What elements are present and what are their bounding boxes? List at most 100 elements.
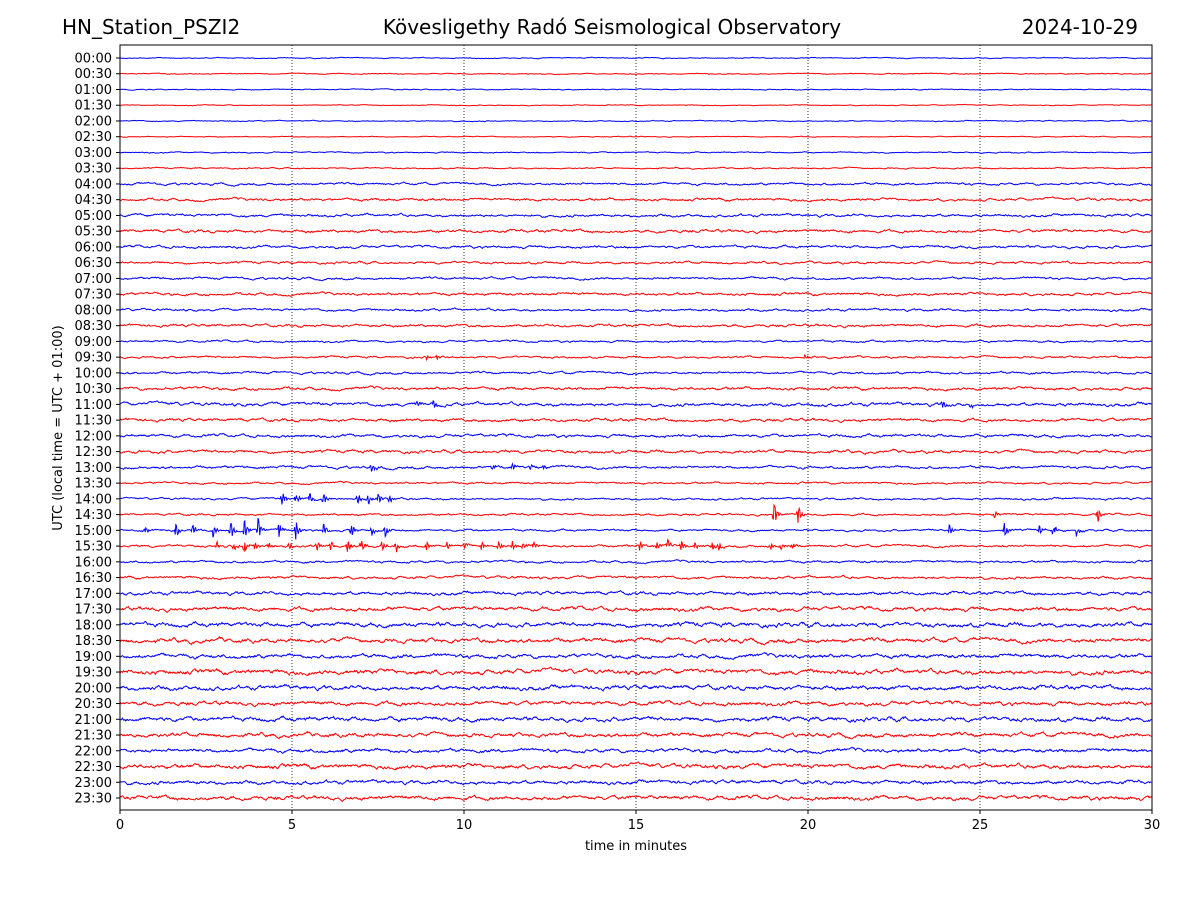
y-tick-label: 01:00 (75, 83, 112, 98)
trace-1800 (119, 620, 1152, 629)
trace-1000 (119, 370, 1152, 376)
y-tick-label: 16:30 (75, 571, 112, 586)
y-tick-label: 08:00 (75, 303, 112, 318)
trace-1230 (119, 448, 1152, 456)
chart-date: 2024-10-29 (1021, 15, 1138, 39)
trace-1500 (119, 517, 1152, 540)
trace-1330 (120, 480, 1152, 486)
trace-2030 (119, 699, 1152, 708)
trace-0300 (119, 151, 1152, 154)
x-tick-label: 30 (1144, 818, 1161, 833)
x-axis-label: time in minutes (585, 839, 687, 854)
trace-1400 (119, 493, 1152, 505)
y-tick-label: 00:30 (75, 67, 112, 82)
trace-0430 (119, 196, 1152, 203)
trace-0000 (119, 56, 1152, 60)
y-tick-label: 12:30 (75, 445, 112, 460)
x-tick-label: 20 (800, 818, 817, 833)
y-tick-label: 04:30 (75, 193, 112, 208)
y-tick-label: 01:30 (75, 99, 112, 114)
y-tick-label: 09:00 (75, 335, 112, 350)
y-tick-label: 11:00 (75, 398, 112, 413)
trace-0630 (119, 260, 1152, 266)
y-tick-label: 03:00 (75, 146, 112, 161)
y-tick-label: 03:30 (75, 162, 112, 177)
trace-0200 (119, 119, 1152, 123)
x-tick-label: 10 (456, 818, 473, 833)
y-tick-label: 23:00 (75, 776, 112, 791)
y-tick-label: 09:30 (75, 351, 112, 366)
y-tick-label: 04:00 (75, 177, 112, 192)
trace-2300 (119, 778, 1152, 786)
trace-1100 (119, 399, 1152, 410)
trace-2200 (119, 746, 1152, 755)
trace-0830 (119, 323, 1152, 329)
y-tick-label: 22:30 (75, 760, 112, 775)
y-tick-label: 22:00 (75, 744, 112, 759)
trace-0900 (119, 339, 1152, 344)
y-tick-label: 02:00 (75, 114, 112, 129)
y-tick-label: 21:00 (75, 713, 112, 728)
trace-1900 (119, 651, 1152, 661)
y-tick-label: 20:30 (75, 697, 112, 712)
y-tick-label: 12:00 (75, 429, 112, 444)
x-tick-label: 5 (288, 818, 296, 833)
y-tick-label: 15:30 (75, 540, 112, 555)
station-name: HN_Station_PSZI2 (62, 15, 241, 39)
y-tick-label: 08:30 (75, 319, 112, 334)
trace-0800 (119, 307, 1152, 313)
trace-1930 (119, 666, 1152, 677)
y-tick-label: 02:30 (75, 130, 112, 145)
trace-2130 (119, 730, 1152, 740)
trace-2000 (119, 683, 1152, 692)
y-tick-label: 00:00 (75, 52, 112, 67)
x-tick-label: 25 (972, 818, 989, 833)
y-tick-label: 19:00 (75, 650, 112, 665)
trace-0400 (119, 181, 1152, 187)
y-tick-label: 16:00 (75, 555, 112, 570)
trace-1430 (119, 503, 1152, 523)
trace-1200 (119, 432, 1152, 439)
y-tick-label: 14:00 (75, 492, 112, 507)
y-tick-label: 05:30 (75, 225, 112, 240)
trace-1700 (120, 590, 1152, 597)
x-tick-label: 0 (116, 818, 124, 833)
y-tick-label: 11:30 (75, 414, 112, 429)
trace-0130 (120, 103, 1152, 107)
trace-0600 (119, 244, 1152, 250)
y-tick-label: 17:30 (75, 603, 112, 618)
trace-1030 (119, 385, 1152, 392)
trace-1130 (119, 417, 1152, 424)
y-tick-label: 20:00 (75, 681, 112, 696)
y-tick-label: 13:00 (75, 461, 112, 476)
trace-0330 (119, 166, 1152, 170)
trace-0700 (119, 275, 1152, 282)
y-axis-label: UTC (local time = UTC + 01:00) (51, 325, 66, 530)
trace-1830 (119, 635, 1152, 646)
y-tick-label: 21:30 (75, 729, 112, 744)
y-tick-label: 10:00 (75, 366, 112, 381)
y-tick-label: 19:30 (75, 666, 112, 681)
y-tick-label: 05:00 (75, 209, 112, 224)
y-tick-label: 18:00 (75, 618, 112, 633)
y-tick-label: 10:30 (75, 382, 112, 397)
trace-0500 (119, 212, 1152, 218)
y-tick-label: 15:00 (75, 524, 112, 539)
trace-2100 (119, 715, 1152, 724)
trace-0030 (119, 72, 1152, 76)
trace-1730 (120, 605, 1152, 614)
trace-2330 (119, 794, 1152, 802)
y-tick-label: 06:00 (75, 240, 112, 255)
y-tick-label: 07:30 (75, 288, 112, 303)
y-tick-label: 17:00 (75, 587, 112, 602)
y-tick-label: 06:30 (75, 256, 112, 271)
y-tick-label: 23:30 (75, 792, 112, 807)
trace-1600 (120, 559, 1152, 565)
trace-2230 (119, 761, 1152, 771)
y-tick-label: 14:30 (75, 508, 112, 523)
trace-1530 (119, 538, 1152, 553)
trace-0930 (119, 354, 1152, 362)
x-tick-label: 15 (628, 818, 645, 833)
y-tick-label: 18:30 (75, 634, 112, 649)
